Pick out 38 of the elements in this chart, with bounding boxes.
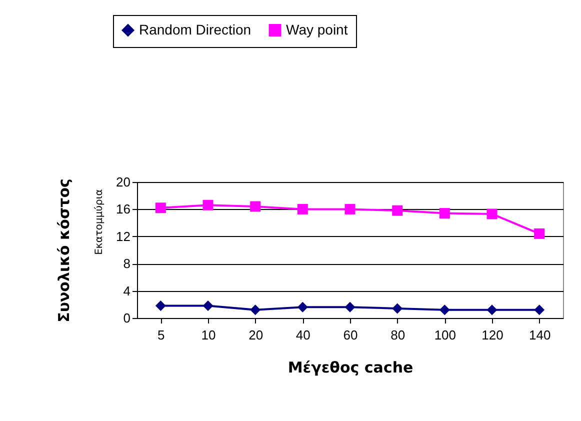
point [155, 300, 166, 312]
point [439, 304, 450, 316]
x-tick-label: 80 [390, 328, 406, 342]
x-tick-label: 20 [248, 328, 264, 342]
x-axis-title: Μέγεθος cache [288, 358, 414, 376]
point [534, 228, 545, 239]
y-tick-label: 8 [123, 256, 130, 272]
point [486, 208, 498, 220]
point [297, 204, 308, 214]
point [486, 304, 498, 316]
y-tick-label: 16 [116, 202, 130, 217]
y-tick-label: 0 [123, 310, 130, 326]
point [439, 208, 450, 219]
point [344, 302, 356, 312]
x-tick-label: 100 [434, 328, 456, 342]
y-tick-label: 20 [116, 174, 130, 190]
legend-label: Way point [286, 21, 348, 38]
y-tick-label: 12 [116, 228, 130, 244]
point [534, 304, 545, 316]
point [344, 204, 356, 214]
text: Εκατομμύρια [94, 188, 105, 255]
x-tick-label: 60 [343, 328, 358, 342]
point [392, 303, 403, 314]
x-tick-label: 140 [528, 328, 551, 342]
point [155, 202, 166, 214]
point [250, 201, 261, 212]
x-tick-label: 120 [482, 328, 504, 342]
legend-label: Random Direction [139, 21, 252, 38]
y-tick-label: 4 [123, 283, 130, 298]
point [297, 302, 308, 312]
x-tick-label: 10 [201, 328, 216, 342]
point [202, 200, 214, 210]
x-tick-label: 40 [296, 328, 310, 342]
point [202, 300, 214, 312]
x-tick-label: 5 [158, 328, 165, 342]
point [250, 304, 261, 316]
point [392, 205, 403, 216]
y-axis-title: Συνολικό κόστος [55, 178, 74, 322]
